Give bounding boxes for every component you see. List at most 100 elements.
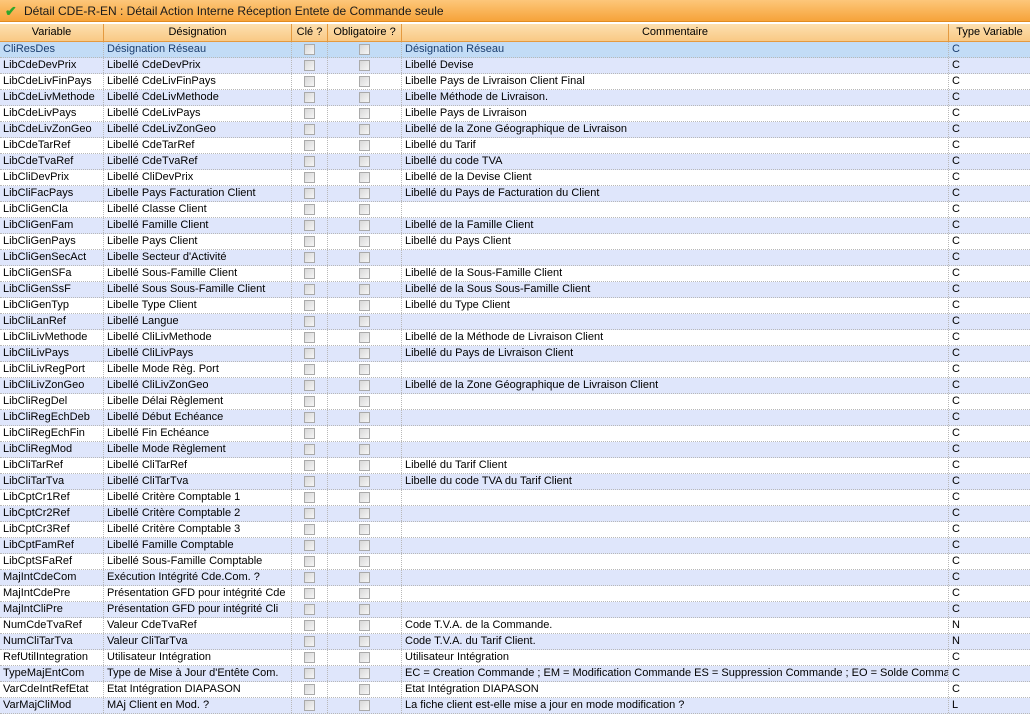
table-row[interactable]: LibCliLivZonGeo Libellé CliLivZonGeo Libel… — [0, 378, 1030, 394]
table-row[interactable]: LibCliRegEchFin Libellé Fin Echéance C — [0, 426, 1030, 442]
cle-checkbox[interactable] — [304, 252, 315, 263]
obligatoire-checkbox[interactable] — [359, 252, 370, 263]
cle-checkbox[interactable] — [304, 476, 315, 487]
table-row[interactable]: LibCliFacPays Libelle Pays Facturation Cl… — [0, 186, 1030, 202]
obligatoire-checkbox[interactable] — [359, 684, 370, 695]
table-row[interactable]: LibCliGenSecAct Libelle Secteur d'Activit… — [0, 250, 1030, 266]
table-row[interactable]: LibCliGenTyp Libelle Type Client Libellé d… — [0, 298, 1030, 314]
obligatoire-checkbox[interactable] — [359, 476, 370, 487]
obligatoire-checkbox[interactable] — [359, 92, 370, 103]
obligatoire-checkbox[interactable] — [359, 332, 370, 343]
table-row[interactable]: VarMajCliMod MAj Client en Mod. ? La fiche… — [0, 698, 1030, 714]
obligatoire-checkbox[interactable] — [359, 268, 370, 279]
table-row[interactable]: LibCdeLivPays Libellé CdeLivPays Libelle P… — [0, 106, 1030, 122]
cle-checkbox[interactable] — [304, 60, 315, 71]
obligatoire-checkbox[interactable] — [359, 316, 370, 327]
table-row[interactable]: LibCliTarRef Libellé CliTarRef Libellé du … — [0, 458, 1030, 474]
cle-checkbox[interactable] — [304, 396, 315, 407]
table-row[interactable]: CliResDes Désignation Réseau Désignation R… — [0, 42, 1030, 58]
obligatoire-checkbox[interactable] — [359, 380, 370, 391]
table-row[interactable]: LibCdeLivMethode Libellé CdeLivMethode Lib… — [0, 90, 1030, 106]
table-row[interactable]: LibCdeDevPrix Libellé CdeDevPrix Libellé D… — [0, 58, 1030, 74]
cle-checkbox[interactable] — [304, 332, 315, 343]
table-row[interactable]: LibCliGenSFa Libellé Sous-Famille Client L… — [0, 266, 1030, 282]
obligatoire-checkbox[interactable] — [359, 300, 370, 311]
table-row[interactable]: LibCliLivPays Libellé CliLivPays Libellé d… — [0, 346, 1030, 362]
cle-checkbox[interactable] — [304, 444, 315, 455]
cle-checkbox[interactable] — [304, 604, 315, 615]
obligatoire-checkbox[interactable] — [359, 364, 370, 375]
obligatoire-checkbox[interactable] — [359, 348, 370, 359]
cle-checkbox[interactable] — [304, 684, 315, 695]
table-row[interactable]: LibCdeTvaRef Libellé CdeTvaRef Libellé du … — [0, 154, 1030, 170]
table-row[interactable]: LibCliRegEchDeb Libellé Début Echéance C — [0, 410, 1030, 426]
obligatoire-checkbox[interactable] — [359, 220, 370, 231]
obligatoire-checkbox[interactable] — [359, 44, 370, 55]
table-row[interactable]: LibCptCr1Ref Libellé Critère Comptable 1 C — [0, 490, 1030, 506]
table-row[interactable]: LibCliGenPays Libelle Pays Client Libellé … — [0, 234, 1030, 250]
obligatoire-checkbox[interactable] — [359, 668, 370, 679]
cle-checkbox[interactable] — [304, 156, 315, 167]
cle-checkbox[interactable] — [304, 572, 315, 583]
obligatoire-checkbox[interactable] — [359, 508, 370, 519]
cle-checkbox[interactable] — [304, 108, 315, 119]
obligatoire-checkbox[interactable] — [359, 524, 370, 535]
table-row[interactable]: LibCliLanRef Libellé Langue C — [0, 314, 1030, 330]
column-header-obligatoire[interactable]: Obligatoire ? — [328, 24, 402, 41]
obligatoire-checkbox[interactable] — [359, 60, 370, 71]
obligatoire-checkbox[interactable] — [359, 636, 370, 647]
cle-checkbox[interactable] — [304, 700, 315, 711]
cle-checkbox[interactable] — [304, 236, 315, 247]
obligatoire-checkbox[interactable] — [359, 556, 370, 567]
obligatoire-checkbox[interactable] — [359, 76, 370, 87]
obligatoire-checkbox[interactable] — [359, 428, 370, 439]
cle-checkbox[interactable] — [304, 492, 315, 503]
obligatoire-checkbox[interactable] — [359, 396, 370, 407]
column-header-cle[interactable]: Clé ? — [292, 24, 328, 41]
obligatoire-checkbox[interactable] — [359, 700, 370, 711]
table-row[interactable]: MajIntCdeCom Exécution Intégrité Cde.Com.… — [0, 570, 1030, 586]
cle-checkbox[interactable] — [304, 428, 315, 439]
table-row[interactable]: MajIntCliPre Présentation GFD pour intégr… — [0, 602, 1030, 618]
table-row[interactable]: LibCliGenSsF Libellé Sous Sous-Famille Cl… — [0, 282, 1030, 298]
table-row[interactable]: LibCdeLivZonGeo Libellé CdeLivZonGeo Libel… — [0, 122, 1030, 138]
obligatoire-checkbox[interactable] — [359, 284, 370, 295]
cle-checkbox[interactable] — [304, 44, 315, 55]
column-header-type-variable[interactable]: Type Variable — [956, 26, 1023, 38]
cle-checkbox[interactable] — [304, 220, 315, 231]
obligatoire-checkbox[interactable] — [359, 588, 370, 599]
cle-checkbox[interactable] — [304, 300, 315, 311]
table-row[interactable]: NumCdeTvaRef Valeur CdeTvaRef Code T.V.A. … — [0, 618, 1030, 634]
obligatoire-checkbox[interactable] — [359, 108, 370, 119]
cle-checkbox[interactable] — [304, 540, 315, 551]
table-row[interactable]: LibCliGenFam Libellé Famille Client Libell… — [0, 218, 1030, 234]
obligatoire-checkbox[interactable] — [359, 572, 370, 583]
cle-checkbox[interactable] — [304, 204, 315, 215]
table-row[interactable]: LibCdeLivFinPays Libellé CdeLivFinPays Lib… — [0, 74, 1030, 90]
column-header-designation[interactable]: Désignation — [104, 24, 292, 41]
cle-checkbox[interactable] — [304, 348, 315, 359]
table-row[interactable]: TypeMajEntCom Type de Mise à Jour d'Entêt… — [0, 666, 1030, 682]
cle-checkbox[interactable] — [304, 188, 315, 199]
obligatoire-checkbox[interactable] — [359, 156, 370, 167]
table-row[interactable]: LibCdeTarRef Libellé CdeTarRef Libellé du … — [0, 138, 1030, 154]
cle-checkbox[interactable] — [304, 316, 315, 327]
table-row[interactable]: LibCliLivMethode Libellé CliLivMethode Lib… — [0, 330, 1030, 346]
obligatoire-checkbox[interactable] — [359, 444, 370, 455]
obligatoire-checkbox[interactable] — [359, 140, 370, 151]
column-header-commentaire[interactable]: Commentaire — [402, 24, 949, 41]
table-row[interactable]: LibCliRegMod Libelle Mode Règlement C — [0, 442, 1030, 458]
obligatoire-checkbox[interactable] — [359, 188, 370, 199]
obligatoire-checkbox[interactable] — [359, 604, 370, 615]
obligatoire-checkbox[interactable] — [359, 204, 370, 215]
cle-checkbox[interactable] — [304, 140, 315, 151]
table-row[interactable]: LibCptCr3Ref Libellé Critère Comptable 3 C — [0, 522, 1030, 538]
table-row[interactable]: RefUtilIntegration Utilisateur Intégratio… — [0, 650, 1030, 666]
table-row[interactable]: LibCliDevPrix Libellé CliDevPrix Libellé d… — [0, 170, 1030, 186]
cle-checkbox[interactable] — [304, 364, 315, 375]
table-row[interactable]: VarCdeIntRefEtat Etat Intégration DIAPASO… — [0, 682, 1030, 698]
table-row[interactable]: LibCptSFaRef Libellé Sous-Famille Comptab… — [0, 554, 1030, 570]
table-row[interactable]: LibCptCr2Ref Libellé Critère Comptable 2 C — [0, 506, 1030, 522]
cle-checkbox[interactable] — [304, 380, 315, 391]
obligatoire-checkbox[interactable] — [359, 460, 370, 471]
